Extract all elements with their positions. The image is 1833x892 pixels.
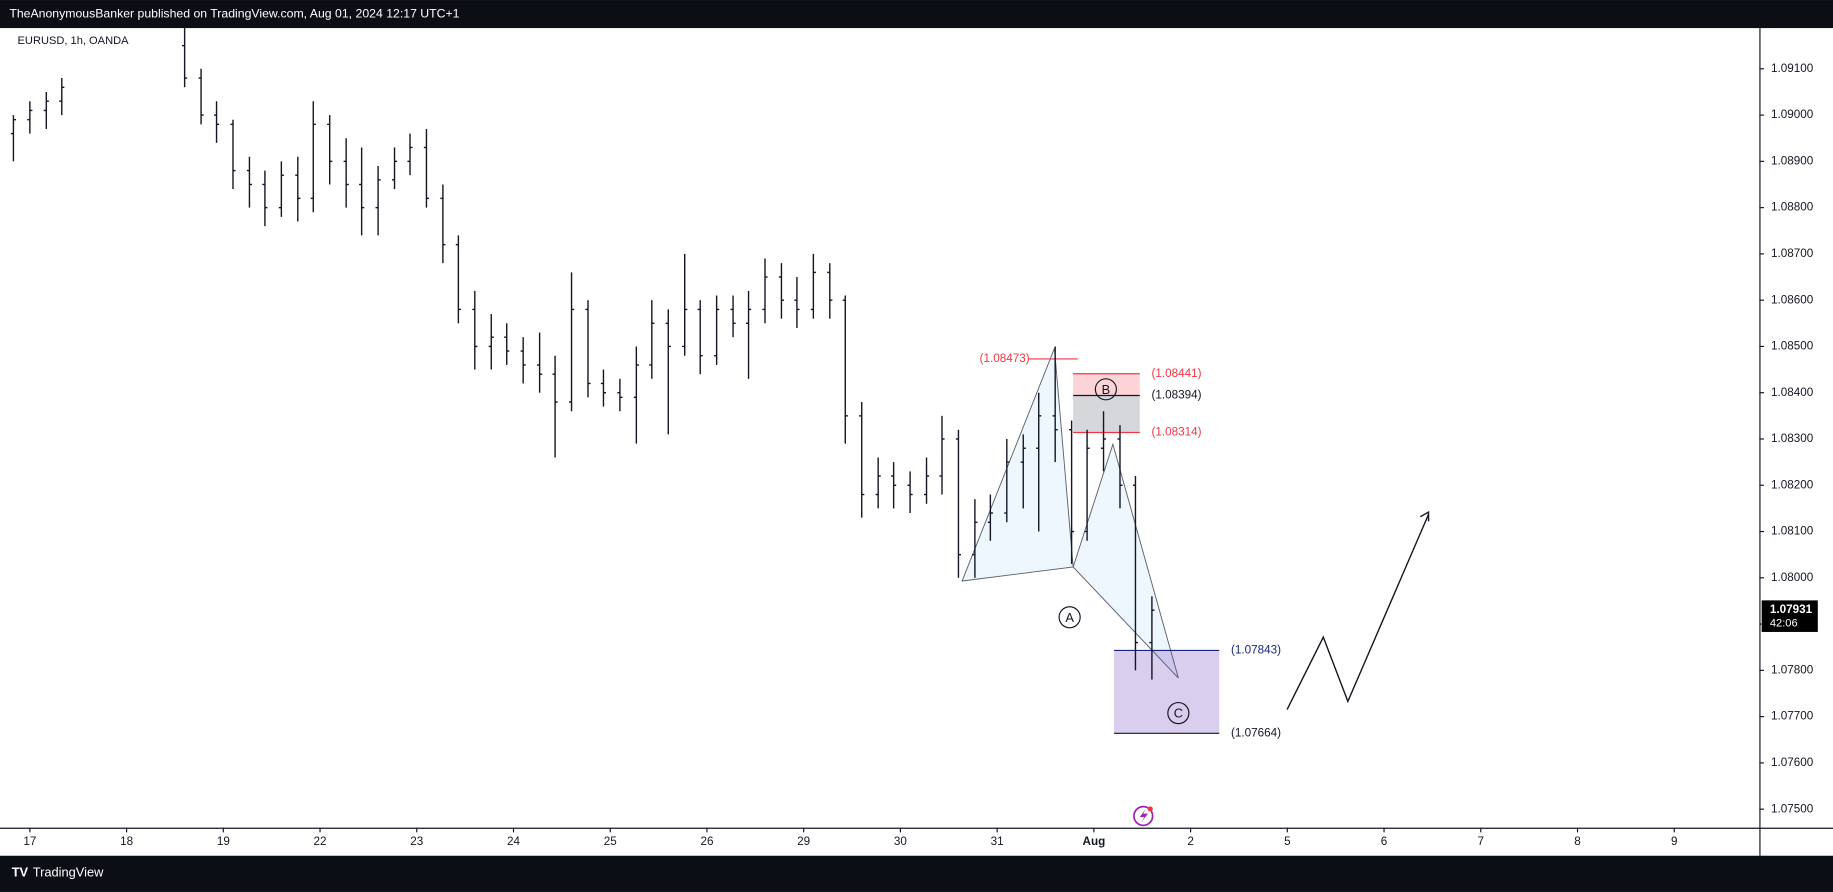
countdown-label: 42:06 [1770, 618, 1798, 630]
y-tick-label: 1.08900 [1771, 154, 1814, 167]
footer-bar [0, 855, 1833, 892]
level-label: (1.08394) [1151, 389, 1201, 402]
x-tick-label: 31 [991, 835, 1004, 848]
x-tick-label: 17 [23, 835, 36, 848]
last-price-label: 1.07931 [1770, 603, 1813, 616]
target-zone [1114, 650, 1220, 734]
x-tick-label: 29 [797, 835, 810, 848]
level-label: (1.08441) [1151, 367, 1201, 380]
x-tick-label: Aug [1083, 835, 1106, 848]
red-zone [1073, 373, 1140, 396]
wave-circle [1167, 702, 1190, 725]
x-tick-label: 5 [1284, 835, 1291, 848]
projection-arrow [1419, 510, 1430, 522]
y-tick-label: 1.08600 [1771, 293, 1814, 306]
x-tick-label: 8 [1574, 835, 1581, 848]
x-tick-label: 2 [1187, 835, 1194, 848]
wave-label: C [1174, 706, 1183, 721]
wave-label: A [1065, 610, 1074, 625]
wave-circle [1058, 606, 1081, 629]
footer-text: TradingView [33, 865, 104, 880]
plot-area: (1.08473) (1.08441) (1.08394) (1.08314) (1.0… [10, 28, 1430, 739]
y-tick-label: 1.08200 [1771, 478, 1814, 491]
x-tick-label: 30 [894, 835, 908, 848]
y-tick-label: 1.09100 [1771, 62, 1814, 75]
symbol-label: EURUSD, 1h, OANDA [18, 35, 130, 47]
y-tick-label: 1.08400 [1771, 386, 1814, 399]
x-tick-label: 18 [120, 835, 133, 848]
y-tick-label: 1.07600 [1771, 756, 1814, 769]
header-bar [0, 0, 1833, 29]
footer-logo-mark: TV [12, 865, 29, 880]
header-text: TheAnonymousBanker published on TradingV… [9, 6, 459, 20]
y-tick-label: 1.08800 [1771, 201, 1814, 214]
y-tick-label: 1.08000 [1771, 571, 1814, 584]
projection-path [1286, 514, 1430, 710]
y-tick-label: 1.08500 [1771, 340, 1814, 353]
event-icon[interactable] [1133, 805, 1154, 827]
y-tick-label: 1.07700 [1771, 710, 1814, 723]
y-tick-label: 1.08100 [1771, 525, 1814, 538]
x-tick-label: 19 [217, 835, 230, 848]
event-icon-bolt [1139, 808, 1148, 824]
level-label: (1.07843) [1231, 644, 1281, 657]
level-label: (1.08314) [1151, 426, 1201, 439]
pattern-triangle [1072, 442, 1179, 679]
x-tick-label: 6 [1381, 835, 1388, 848]
last-price-tag [1761, 600, 1818, 632]
event-icon-dot [1147, 806, 1153, 812]
y-tick-label: 1.07800 [1771, 663, 1814, 676]
y-tick-label: 1.08700 [1771, 247, 1814, 260]
x-tick-label: 9 [1671, 835, 1678, 848]
y-tick-label: 1.07500 [1771, 802, 1814, 815]
x-tick-label: 24 [507, 835, 521, 848]
x-tick-label: 25 [604, 835, 618, 848]
pattern-triangle [961, 348, 1074, 582]
x-tick-label: 22 [314, 835, 327, 848]
y-tick-label: 1.08300 [1771, 432, 1814, 445]
x-tick-label: 7 [1478, 835, 1485, 848]
level-label: (1.08473) [980, 352, 1030, 365]
x-tick-label: 23 [410, 835, 423, 848]
wave-circle [1094, 378, 1117, 401]
y-tick-label: 1.09000 [1771, 108, 1814, 121]
grey-zone [1073, 395, 1140, 433]
x-tick-label: 26 [700, 835, 713, 848]
level-label: (1.07664) [1231, 726, 1281, 739]
wave-label: B [1102, 382, 1111, 397]
